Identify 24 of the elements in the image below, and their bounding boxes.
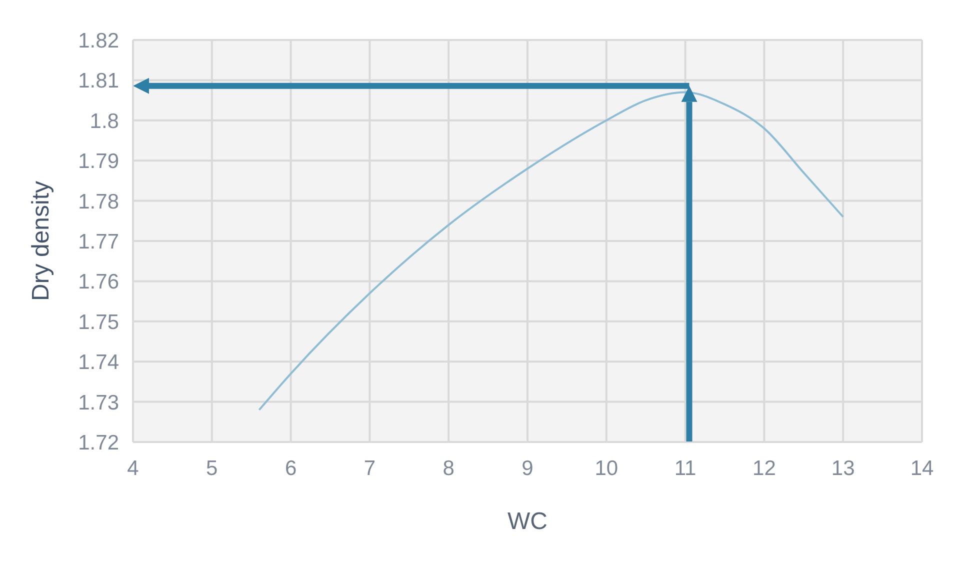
y-axis-title: Dry density (28, 180, 55, 302)
y-tick-label: 1.77 (78, 230, 119, 254)
x-tick-label: 4 (127, 456, 140, 480)
y-tick-label: 1.79 (78, 150, 119, 174)
x-tick-label: 8 (442, 456, 454, 480)
y-tick-label: 1.75 (78, 310, 119, 334)
x-tick-label: 5 (206, 456, 218, 480)
y-tick-label: 1.72 (78, 431, 119, 454)
y-tick-label: 1.74 (78, 351, 120, 374)
x-tick-label: 11 (674, 456, 696, 480)
y-tick-label: 1.73 (78, 391, 119, 414)
x-tick-label: 14 (910, 456, 934, 480)
x-tick-label: 13 (831, 456, 855, 480)
x-tick-label: 6 (284, 456, 297, 480)
x-tick-label: 7 (364, 456, 376, 480)
y-tick-label: 1.82 (78, 29, 119, 52)
y-tick-label: 1.76 (78, 270, 119, 294)
y-tick-label: 1.78 (78, 190, 119, 214)
x-tick-label: 9 (522, 456, 534, 480)
x-axis-title: WC (508, 508, 548, 535)
x-tick-label: 10 (594, 456, 618, 480)
y-tick-label: 1.8 (90, 110, 119, 133)
x-tick-label: 12 (752, 456, 776, 480)
y-tick-label: 1.81 (78, 70, 119, 93)
